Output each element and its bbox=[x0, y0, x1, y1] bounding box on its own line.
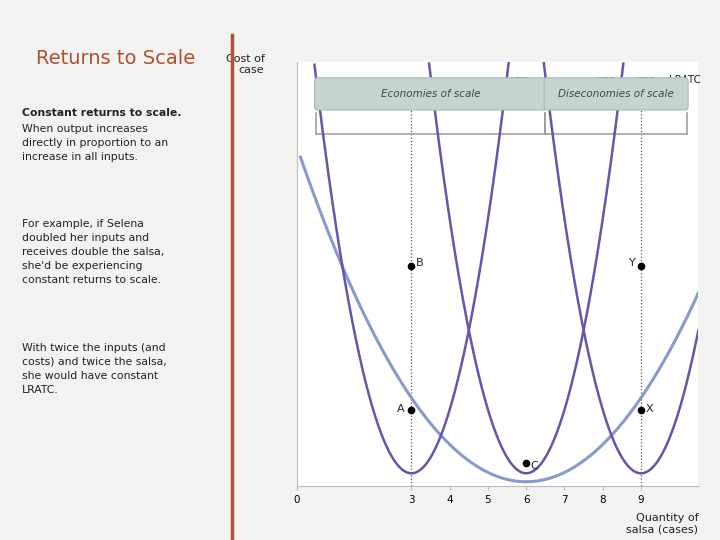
Text: With twice the inputs (and
costs) and twice the salsa,
she would have constant
L: With twice the inputs (and costs) and tw… bbox=[22, 343, 166, 395]
FancyBboxPatch shape bbox=[315, 78, 546, 110]
Text: $ATC_6$: $ATC_6$ bbox=[593, 75, 620, 89]
Text: When output increases
directly in proportion to an
increase in all inputs.: When output increases directly in propor… bbox=[22, 124, 168, 162]
Text: $ATC_9$: $ATC_9$ bbox=[633, 75, 660, 89]
Text: A: A bbox=[397, 404, 405, 414]
Text: C: C bbox=[531, 461, 539, 471]
Text: Returns to Scale: Returns to Scale bbox=[36, 49, 196, 68]
Text: Economies of scale: Economies of scale bbox=[381, 89, 480, 99]
Text: Y: Y bbox=[629, 259, 636, 268]
FancyBboxPatch shape bbox=[544, 78, 688, 110]
Text: Diseconomies of scale: Diseconomies of scale bbox=[558, 89, 674, 99]
Text: LRATC: LRATC bbox=[669, 75, 701, 85]
Text: X: X bbox=[646, 404, 653, 414]
Text: For example, if Selena
doubled her inputs and
receives double the salsa,
she'd b: For example, if Selena doubled her input… bbox=[22, 219, 164, 285]
Text: Constant returns to scale.: Constant returns to scale. bbox=[22, 108, 181, 118]
Text: $ATC_3$: $ATC_3$ bbox=[507, 75, 534, 89]
X-axis label: Quantity of
salsa (cases): Quantity of salsa (cases) bbox=[626, 514, 698, 535]
Y-axis label: Cost of
case: Cost of case bbox=[225, 53, 264, 75]
Text: B: B bbox=[416, 259, 423, 268]
